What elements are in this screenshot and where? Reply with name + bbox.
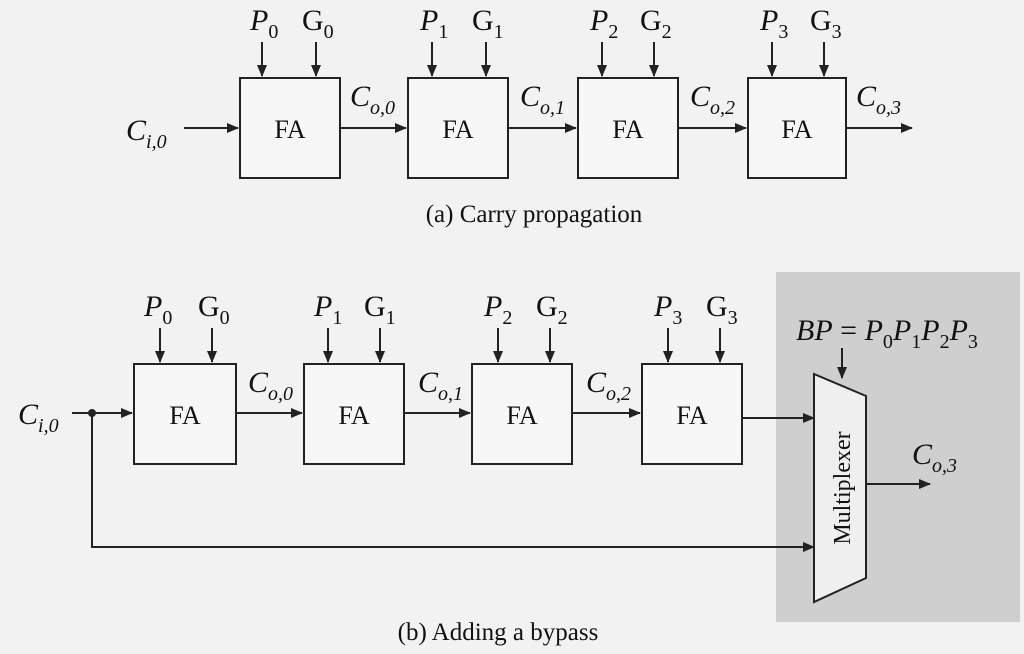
propagate-input-label: P3 [759,4,788,43]
part-b-stage-2: FA P2 G2 Co,2 [471,290,641,465]
full-adder-label: FA [338,401,370,430]
generate-input-label: G0 [302,4,334,43]
propagate-input-label: P0 [143,290,172,329]
full-adder-block [747,77,847,179]
full-adder-label: FA [442,115,474,144]
multiplexer [813,372,867,604]
full-adder-label: FA [676,401,708,430]
multiplexer-label: Multiplexer [830,431,856,544]
full-adder-label: FA [169,401,201,430]
part-a-caption: (a) Carry propagation [426,201,643,228]
part-a-stage-3: FA P3 G3 Co,3 [747,4,913,179]
full-adder-block [577,77,679,179]
full-adder-block [641,363,743,465]
full-adder-block [239,77,341,179]
generate-input-label: G2 [536,290,568,329]
propagate-input-label: P2 [483,290,512,329]
part-b-stage-1: FA P1 G1 Co,1 [303,290,471,465]
generate-input-label: G2 [640,4,672,43]
carry-out-label: Co,3 [856,80,901,119]
generate-input-label: G3 [706,290,738,329]
generate-input-label: G0 [198,290,230,329]
full-adder-label: FA [506,401,538,430]
full-adder-block [303,363,405,465]
part-b-carry-in-label: Ci,0 [18,398,59,437]
propagate-input-label: P1 [313,290,342,329]
part-a-stage-1: FA P1 G1 Co,1 [407,4,577,179]
full-adder-label: FA [612,115,644,144]
mux-output-label: Co,3 [912,438,957,477]
carry-out-label: Co,1 [520,80,565,119]
generate-input-label: G1 [472,4,504,43]
full-adder-block [471,363,573,465]
part-b-adding-bypass: Ci,0 FA P0 G0 Co,0 FA P1 G1 Co,1 [18,290,978,646]
bypass-select-equation: BP = P0P1P2P3 [796,314,978,353]
part-a-carry-propagation: Ci,0 FA P0 G0 Co,0 FA P1 G1 Co,1 [126,4,913,228]
propagate-input-label: P3 [653,290,682,329]
full-adder-block [407,77,509,179]
generate-input-label: G3 [810,4,842,43]
part-b-stage-3: FA P3 G3 [641,290,815,465]
part-b-stage-0: FA P0 G0 Co,0 [133,290,303,465]
carry-out-label: Co,1 [418,366,463,405]
part-a-carry-in-label: Ci,0 [126,114,167,153]
full-adder-block [133,363,237,465]
part-a-stage-0: FA P0 G0 Co,0 [239,4,407,179]
full-adder-label: FA [274,115,306,144]
part-a-stage-2: FA P2 G2 Co,2 [577,4,747,179]
part-b-caption: (b) Adding a bypass [398,619,599,646]
propagate-input-label: P1 [419,4,448,43]
carry-out-label: Co,0 [350,80,395,119]
propagate-input-label: P2 [589,4,618,43]
propagate-input-label: P0 [249,4,278,43]
full-adder-label: FA [781,115,813,144]
carry-out-label: Co,2 [690,80,735,119]
generate-input-label: G1 [364,290,396,329]
bypass-wire [91,413,815,552]
carry-out-label: Co,0 [248,366,293,405]
carry-out-label: Co,2 [586,366,631,405]
